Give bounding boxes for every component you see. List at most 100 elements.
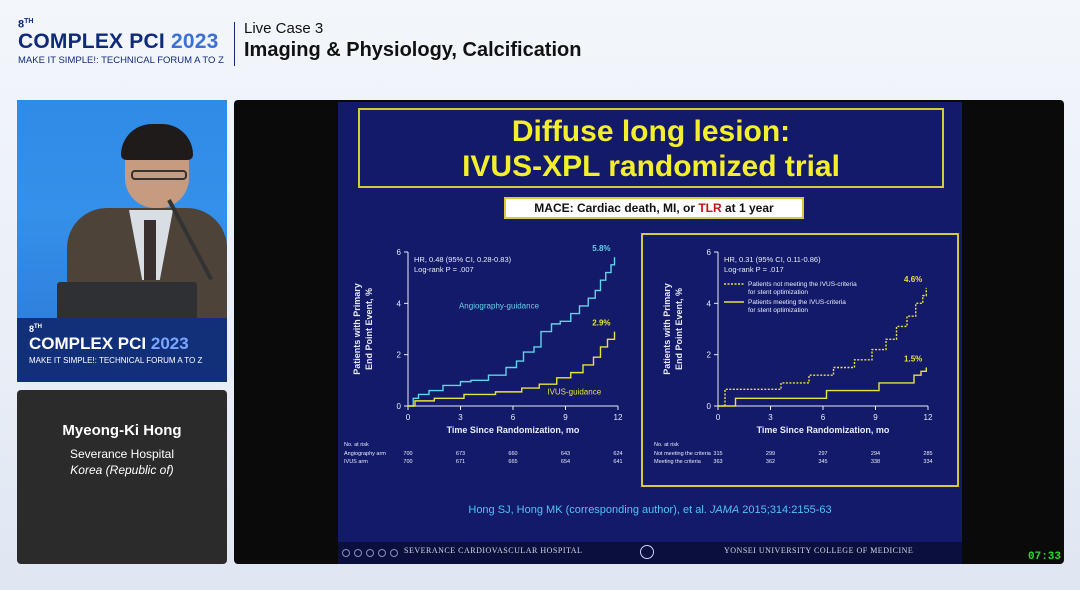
slide-nav-next-icon[interactable] xyxy=(390,549,398,557)
at-risk-header: No. at risk xyxy=(344,442,369,448)
at-risk-header: No. at risk xyxy=(654,442,679,448)
slide-nav-prev-icon[interactable] xyxy=(354,549,362,557)
legend-label-0-line2: for stent optimization xyxy=(748,289,808,296)
at-risk-value-1-1: 362 xyxy=(766,459,775,465)
at-risk-value-1-2: 665 xyxy=(508,459,517,465)
podium-logo: 8TH COMPLEX PCI 2023 MAKE IT SIMPLE!: TE… xyxy=(17,318,227,382)
speaker-country: Korea (Republic of) xyxy=(70,463,174,477)
slide-nav-pen-icon[interactable] xyxy=(378,549,386,557)
speaker-card: Myeong-Ki Hong Severance Hospital Korea … xyxy=(17,390,227,564)
slide-title: Diffuse long lesion: IVUS-XPL randomized… xyxy=(358,108,944,188)
y-tick-label: 2 xyxy=(707,351,712,360)
session-case: Live Case 3 xyxy=(244,20,324,37)
y-tick-label: 4 xyxy=(707,299,712,308)
y-axis-label-line2: End Point Event, % xyxy=(364,288,374,370)
speaker-name: Myeong-Ki Hong xyxy=(62,422,182,439)
slide-nav-menu-icon[interactable] xyxy=(366,549,374,557)
session-topic: Imaging & Physiology, Calcification xyxy=(244,39,582,61)
at-risk-value-1-3: 654 xyxy=(561,459,570,465)
at-risk-value-0-1: 299 xyxy=(766,451,775,457)
event-tagline: MAKE IT SIMPLE!: TECHNICAL FORUM A TO Z xyxy=(18,54,224,66)
slide-title-line2: IVUS-XPL randomized trial xyxy=(462,150,840,183)
legend-label-0-line1: Patients not meeting the IVUS-criteria xyxy=(748,281,857,288)
series-end-label-0: 5.8% xyxy=(592,244,610,253)
y-axis-label-line1: Patients with Primary xyxy=(352,283,362,375)
legend-label-1-line1: Patients meeting the IVUS-criteria xyxy=(748,299,846,306)
at-risk-value-0-3: 643 xyxy=(561,451,570,457)
session-timer: 07:33 xyxy=(1028,551,1062,563)
series-line-0 xyxy=(718,287,927,407)
series-name-label-1: IVUS-guidance xyxy=(547,387,601,396)
at-risk-value-0-2: 660 xyxy=(508,451,517,457)
at-risk-value-1-3: 338 xyxy=(871,459,880,465)
y-axis-label-line1: Patients with Primary xyxy=(662,283,672,375)
series-name-label-0: Angiography-guidance xyxy=(459,301,540,310)
y-axis-label-line2: End Point Event, % xyxy=(674,288,684,370)
at-risk-value-0-4: 624 xyxy=(613,451,622,457)
series-end-label-1: 2.9% xyxy=(592,319,610,328)
footer-hospital: SEVERANCE CARDIOVASCULAR HOSPITAL xyxy=(404,546,583,555)
x-tick-label: 0 xyxy=(406,413,411,422)
citation: Hong SJ, Hong MK (corresponding author),… xyxy=(468,504,832,516)
x-tick-label: 12 xyxy=(924,413,933,422)
event-name: COMPLEX PCI 2023 xyxy=(18,29,219,53)
at-risk-value-0-1: 673 xyxy=(456,451,465,457)
x-tick-label: 0 xyxy=(716,413,721,422)
hazard-ratio-text: HR, 0.31 (95% CI, 0.11-0.86) xyxy=(724,255,821,264)
x-tick-label: 3 xyxy=(458,413,463,422)
y-tick-label: 0 xyxy=(397,402,402,411)
at-risk-value-1-2: 345 xyxy=(818,459,827,465)
at-risk-value-1-1: 671 xyxy=(456,459,465,465)
at-risk-value-0-0: 700 xyxy=(403,451,412,457)
chart-highlight-frame xyxy=(641,233,959,487)
series-line-1 xyxy=(718,367,927,407)
at-risk-value-0-4: 285 xyxy=(923,451,932,457)
header-divider xyxy=(234,22,235,66)
at-risk-value-1-0: 700 xyxy=(403,459,412,465)
x-axis-label: Time Since Randomization, mo xyxy=(757,425,890,435)
x-tick-label: 6 xyxy=(821,413,826,422)
y-tick-label: 2 xyxy=(397,351,402,360)
laptop xyxy=(57,282,197,322)
session-info: Live Case 3 Imaging & Physiology, Calcif… xyxy=(244,20,581,62)
series-end-label-0: 4.6% xyxy=(904,275,922,284)
x-tick-label: 9 xyxy=(563,413,568,422)
y-tick-label: 6 xyxy=(397,248,402,257)
log-rank-text: Log-rank P = .007 xyxy=(414,265,474,274)
y-tick-label: 6 xyxy=(707,248,712,257)
legend-label-1-line2: for stent optimization xyxy=(748,307,808,314)
at-risk-row-label-1: IVUS arm xyxy=(344,459,368,465)
at-risk-row-label-0: Not meeting the criteria xyxy=(654,451,712,457)
speaker-video: 8TH COMPLEX PCI 2023 MAKE IT SIMPLE!: TE… xyxy=(17,100,227,382)
at-risk-value-0-3: 294 xyxy=(871,451,880,457)
km-chart-ivus-criteria: 0 2 4 6 0 3 6 9 12 Time Since Randomization, mo Pa… xyxy=(654,248,933,465)
at-risk-value-1-4: 334 xyxy=(923,459,932,465)
footer-university: YONSEI UNIVERSITY COLLEGE OF MEDICINE xyxy=(724,546,914,555)
slide-title-line1: Diffuse long lesion: xyxy=(511,115,791,148)
series-line-1 xyxy=(408,331,616,407)
at-risk-value-1-4: 641 xyxy=(613,459,622,465)
university-seal-icon xyxy=(640,545,654,559)
at-risk-value-0-2: 297 xyxy=(818,451,827,457)
speaker-hair xyxy=(121,124,193,160)
y-tick-label: 4 xyxy=(397,299,402,308)
speaker-glasses xyxy=(131,170,187,180)
at-risk-row-label-1: Meeting the criteria xyxy=(654,459,702,465)
slide xyxy=(338,102,962,564)
at-risk-row-label-0: Angiography arm xyxy=(344,451,386,457)
x-axis-label: Time Since Randomization, mo xyxy=(447,425,580,435)
km-chart-randomized: 0 2 4 6 0 3 6 9 12 Time Since Randomization, mo Pa… xyxy=(344,244,623,465)
endpoint-box: MACE: Cardiac death, MI, or TLR at 1 yea… xyxy=(504,197,804,219)
y-tick-label: 0 xyxy=(707,402,712,411)
log-rank-text: Log-rank P = .017 xyxy=(724,265,784,274)
event-logo: 8TH COMPLEX PCI 2023 MAKE IT SIMPLE!: TE… xyxy=(18,16,233,66)
x-tick-label: 12 xyxy=(614,413,623,422)
series-end-label-1: 1.5% xyxy=(904,355,922,364)
event-edition: 8TH xyxy=(18,18,34,31)
x-tick-label: 3 xyxy=(768,413,773,422)
speaker-tie xyxy=(144,220,156,280)
at-risk-value-0-0: 315 xyxy=(713,451,722,457)
x-tick-label: 6 xyxy=(511,413,516,422)
slide-nav-first-icon[interactable] xyxy=(342,549,350,557)
series-line-0 xyxy=(408,257,616,407)
